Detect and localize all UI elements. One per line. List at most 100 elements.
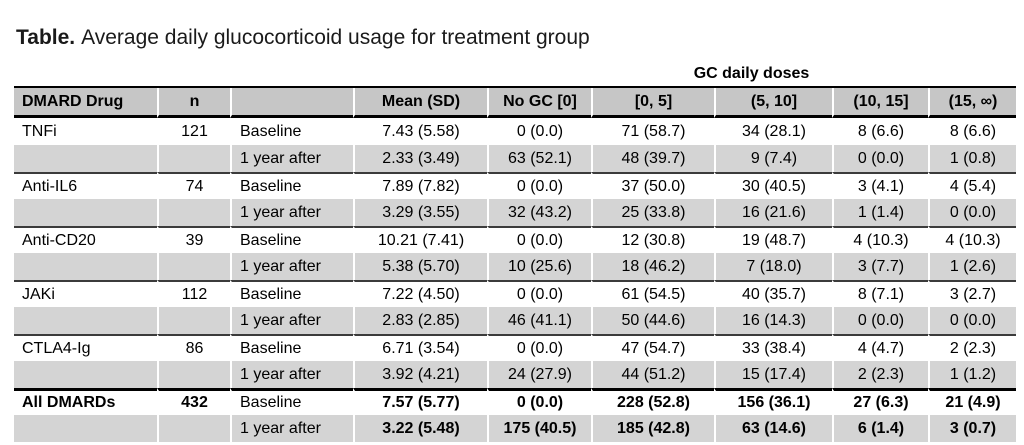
table-row-anti-cd20-1year: 1 year after 5.38 (5.70) 10 (25.6) 18 (4…	[14, 253, 1016, 280]
drug-cell	[14, 307, 157, 334]
dose-15-inf-cell: 8 (6.6)	[928, 118, 1016, 145]
table-title: Table. Average daily glucocorticoid usage…	[16, 24, 1024, 52]
mean-sd-cell: 2.83 (2.85)	[353, 307, 487, 334]
mean-sd-cell: 5.38 (5.70)	[353, 253, 487, 280]
dose-15-inf-cell: 0 (0.0)	[928, 307, 1016, 334]
dose-15-inf-cell: 0 (0.0)	[928, 199, 1016, 226]
dose-0-5-cell: 61 (54.5)	[591, 280, 714, 307]
dose-0-5-cell: 185 (42.8)	[591, 415, 714, 442]
drug-cell: JAKi	[14, 280, 157, 307]
n-cell	[157, 145, 230, 172]
no-gc-cell: 0 (0.0)	[487, 334, 591, 361]
dose-0-5-cell: 47 (54.7)	[591, 334, 714, 361]
dose-0-5-cell: 18 (46.2)	[591, 253, 714, 280]
dose-0-5-cell: 25 (33.8)	[591, 199, 714, 226]
mean-sd-cell: 7.22 (4.50)	[353, 280, 487, 307]
dose-10-15-cell: 0 (0.0)	[832, 145, 928, 172]
dose-5-10-cell: 30 (40.5)	[714, 172, 832, 199]
no-gc-cell: 46 (41.1)	[487, 307, 591, 334]
drug-cell: Anti-IL6	[14, 172, 157, 199]
period-cell: Baseline	[230, 388, 353, 415]
no-gc-cell: 175 (40.5)	[487, 415, 591, 442]
dose-10-15-cell: 0 (0.0)	[832, 307, 928, 334]
dose-10-15-cell: 3 (4.1)	[832, 172, 928, 199]
dose-5-10-cell: 15 (17.4)	[714, 361, 832, 388]
dose-0-5-cell: 48 (39.7)	[591, 145, 714, 172]
period-cell: 1 year after	[230, 253, 353, 280]
no-gc-cell: 63 (52.1)	[487, 145, 591, 172]
dose-15-inf-cell: 3 (2.7)	[928, 280, 1016, 307]
dose-5-10-cell: 33 (38.4)	[714, 334, 832, 361]
dose-5-10-cell: 19 (48.7)	[714, 226, 832, 253]
dose-5-10-cell: 156 (36.1)	[714, 388, 832, 415]
period-cell: Baseline	[230, 280, 353, 307]
dose-15-inf-cell: 2 (2.3)	[928, 334, 1016, 361]
dose-10-15-cell: 27 (6.3)	[832, 388, 928, 415]
n-cell	[157, 361, 230, 388]
drug-cell: CTLA4-Ig	[14, 334, 157, 361]
drug-cell	[14, 145, 157, 172]
table-row-ctla4-ig-1year: 1 year after 3.92 (4.21) 24 (27.9) 44 (5…	[14, 361, 1016, 388]
mean-sd-cell: 7.43 (5.58)	[353, 118, 487, 145]
col-header-no-gc: No GC [0]	[487, 88, 591, 118]
n-cell: 39	[157, 226, 230, 253]
dose-5-10-cell: 16 (14.3)	[714, 307, 832, 334]
col-header-dose-5-10: (5, 10]	[714, 88, 832, 118]
span-header-spacer	[14, 62, 487, 88]
no-gc-cell: 0 (0.0)	[487, 280, 591, 307]
col-header-dose-10-15: (10, 15]	[832, 88, 928, 118]
table-row-anti-il6-1year: 1 year after 3.29 (3.55) 32 (43.2) 25 (3…	[14, 199, 1016, 226]
col-header-mean-sd: Mean (SD)	[353, 88, 487, 118]
dose-5-10-cell: 34 (28.1)	[714, 118, 832, 145]
period-cell: Baseline	[230, 118, 353, 145]
dose-0-5-cell: 44 (51.2)	[591, 361, 714, 388]
no-gc-cell: 10 (25.6)	[487, 253, 591, 280]
mean-sd-cell: 3.29 (3.55)	[353, 199, 487, 226]
mean-sd-cell: 6.71 (3.54)	[353, 334, 487, 361]
period-cell: Baseline	[230, 172, 353, 199]
dose-5-10-cell: 63 (14.6)	[714, 415, 832, 442]
dose-10-15-cell: 3 (7.7)	[832, 253, 928, 280]
drug-cell	[14, 253, 157, 280]
glucocorticoid-usage-table: GC daily doses DMARD Drug n Mean (SD) No…	[14, 62, 1016, 442]
table-title-label: Table.	[16, 26, 76, 49]
dose-15-inf-cell: 4 (5.4)	[928, 172, 1016, 199]
dose-15-inf-cell: 1 (1.2)	[928, 361, 1016, 388]
period-cell: 1 year after	[230, 415, 353, 442]
no-gc-cell: 0 (0.0)	[487, 118, 591, 145]
n-cell: 86	[157, 334, 230, 361]
n-cell	[157, 307, 230, 334]
drug-cell	[14, 415, 157, 442]
table-row-anti-cd20-baseline: Anti-CD20 39 Baseline 10.21 (7.41) 0 (0.…	[14, 226, 1016, 253]
dose-10-15-cell: 8 (7.1)	[832, 280, 928, 307]
column-header-row: DMARD Drug n Mean (SD) No GC [0] [0, 5] …	[14, 88, 1016, 118]
dose-0-5-cell: 50 (44.6)	[591, 307, 714, 334]
table-row-tnfi-1year: 1 year after 2.33 (3.49) 63 (52.1) 48 (3…	[14, 145, 1016, 172]
dose-10-15-cell: 4 (4.7)	[832, 334, 928, 361]
n-cell: 121	[157, 118, 230, 145]
period-cell: Baseline	[230, 334, 353, 361]
mean-sd-cell: 2.33 (3.49)	[353, 145, 487, 172]
dose-10-15-cell: 2 (2.3)	[832, 361, 928, 388]
period-cell: 1 year after	[230, 307, 353, 334]
period-cell: 1 year after	[230, 199, 353, 226]
drug-cell	[14, 199, 157, 226]
period-cell: 1 year after	[230, 145, 353, 172]
col-header-period	[230, 88, 353, 118]
dose-10-15-cell: 4 (10.3)	[832, 226, 928, 253]
no-gc-cell: 0 (0.0)	[487, 172, 591, 199]
col-header-dose-0-5: [0, 5]	[591, 88, 714, 118]
n-cell: 112	[157, 280, 230, 307]
table-body: TNFi 121 Baseline 7.43 (5.58) 0 (0.0) 71…	[14, 118, 1016, 442]
drug-cell	[14, 361, 157, 388]
col-header-dose-15-inf: (15, ∞)	[928, 88, 1016, 118]
page: Table. Average daily glucocorticoid usage…	[0, 24, 1024, 445]
period-cell: Baseline	[230, 226, 353, 253]
n-cell	[157, 199, 230, 226]
dose-5-10-cell: 16 (21.6)	[714, 199, 832, 226]
dose-0-5-cell: 71 (58.7)	[591, 118, 714, 145]
dose-15-inf-cell: 1 (0.8)	[928, 145, 1016, 172]
table-head: GC daily doses DMARD Drug n Mean (SD) No…	[14, 62, 1016, 118]
mean-sd-cell: 7.89 (7.82)	[353, 172, 487, 199]
table-row-all-dmards-baseline: All DMARDs 432 Baseline 7.57 (5.77) 0 (0…	[14, 388, 1016, 415]
